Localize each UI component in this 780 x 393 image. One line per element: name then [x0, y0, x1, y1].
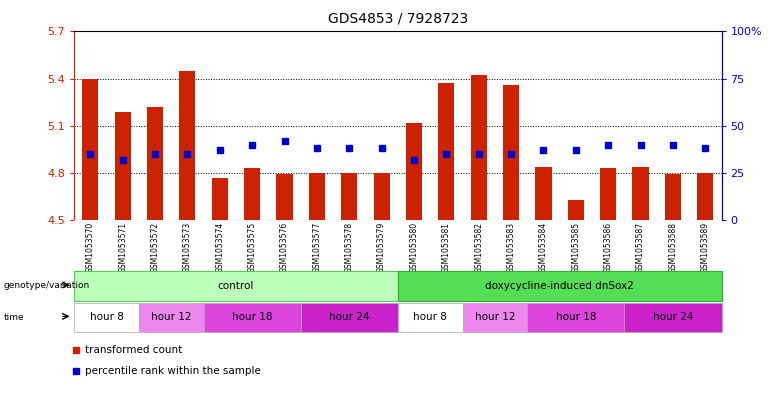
Bar — [568, 200, 584, 220]
Text: hour 18: hour 18 — [555, 312, 596, 322]
Bar — [179, 71, 196, 220]
Text: GSM1053574: GSM1053574 — [215, 222, 225, 273]
Bar — [503, 85, 519, 220]
Text: GSM1053583: GSM1053583 — [506, 222, 516, 273]
Text: GDS4853 / 7928723: GDS4853 / 7928723 — [328, 12, 468, 26]
Bar — [438, 83, 455, 220]
Bar — [300, 303, 398, 332]
Text: GSM1053576: GSM1053576 — [280, 222, 289, 273]
Bar — [82, 79, 98, 220]
Text: GSM1053588: GSM1053588 — [668, 222, 678, 273]
Text: GSM1053570: GSM1053570 — [86, 222, 95, 273]
Bar — [624, 303, 722, 332]
Text: hour 8: hour 8 — [90, 312, 123, 322]
Text: transformed count: transformed count — [85, 345, 182, 355]
Bar — [74, 271, 398, 301]
Text: GSM1053577: GSM1053577 — [312, 222, 321, 273]
Text: percentile rank within the sample: percentile rank within the sample — [85, 366, 261, 376]
Bar — [527, 303, 624, 332]
Bar — [341, 173, 357, 220]
Bar — [211, 178, 228, 220]
Bar — [309, 173, 325, 220]
Bar — [665, 174, 681, 220]
Bar — [74, 303, 139, 332]
Text: GSM1053586: GSM1053586 — [604, 222, 613, 273]
Text: GSM1053580: GSM1053580 — [410, 222, 419, 273]
Text: hour 8: hour 8 — [413, 312, 447, 322]
Text: time: time — [4, 313, 24, 322]
Bar — [398, 271, 722, 301]
Text: hour 24: hour 24 — [653, 312, 693, 322]
Text: GSM1053573: GSM1053573 — [183, 222, 192, 273]
Bar — [139, 303, 204, 332]
Text: doxycycline-induced dnSox2: doxycycline-induced dnSox2 — [485, 281, 634, 291]
Text: genotype/variation: genotype/variation — [4, 281, 90, 290]
Text: GSM1053581: GSM1053581 — [441, 222, 451, 273]
Bar — [463, 303, 527, 332]
Bar — [470, 75, 487, 220]
Text: GSM1053587: GSM1053587 — [636, 222, 645, 273]
Text: GSM1053571: GSM1053571 — [118, 222, 127, 273]
Text: GSM1053582: GSM1053582 — [474, 222, 484, 273]
Text: hour 24: hour 24 — [329, 312, 370, 322]
Bar — [276, 174, 292, 220]
Text: GSM1053572: GSM1053572 — [151, 222, 160, 273]
Bar — [398, 303, 463, 332]
Text: GSM1053584: GSM1053584 — [539, 222, 548, 273]
Bar — [147, 107, 163, 220]
Text: GSM1053589: GSM1053589 — [700, 222, 710, 273]
Bar — [697, 173, 714, 220]
Bar — [244, 168, 261, 220]
Text: hour 12: hour 12 — [475, 312, 515, 322]
Bar — [633, 167, 649, 220]
Text: GSM1053585: GSM1053585 — [571, 222, 580, 273]
Bar — [374, 173, 390, 220]
Text: hour 18: hour 18 — [232, 312, 272, 322]
Bar — [535, 167, 551, 220]
Bar — [406, 123, 422, 220]
Bar — [204, 303, 300, 332]
Text: hour 12: hour 12 — [151, 312, 191, 322]
Text: GSM1053578: GSM1053578 — [345, 222, 354, 273]
Text: GSM1053575: GSM1053575 — [247, 222, 257, 273]
Text: GSM1053579: GSM1053579 — [377, 222, 386, 273]
Bar — [115, 112, 131, 220]
Text: control: control — [218, 281, 254, 291]
Bar — [600, 168, 616, 220]
